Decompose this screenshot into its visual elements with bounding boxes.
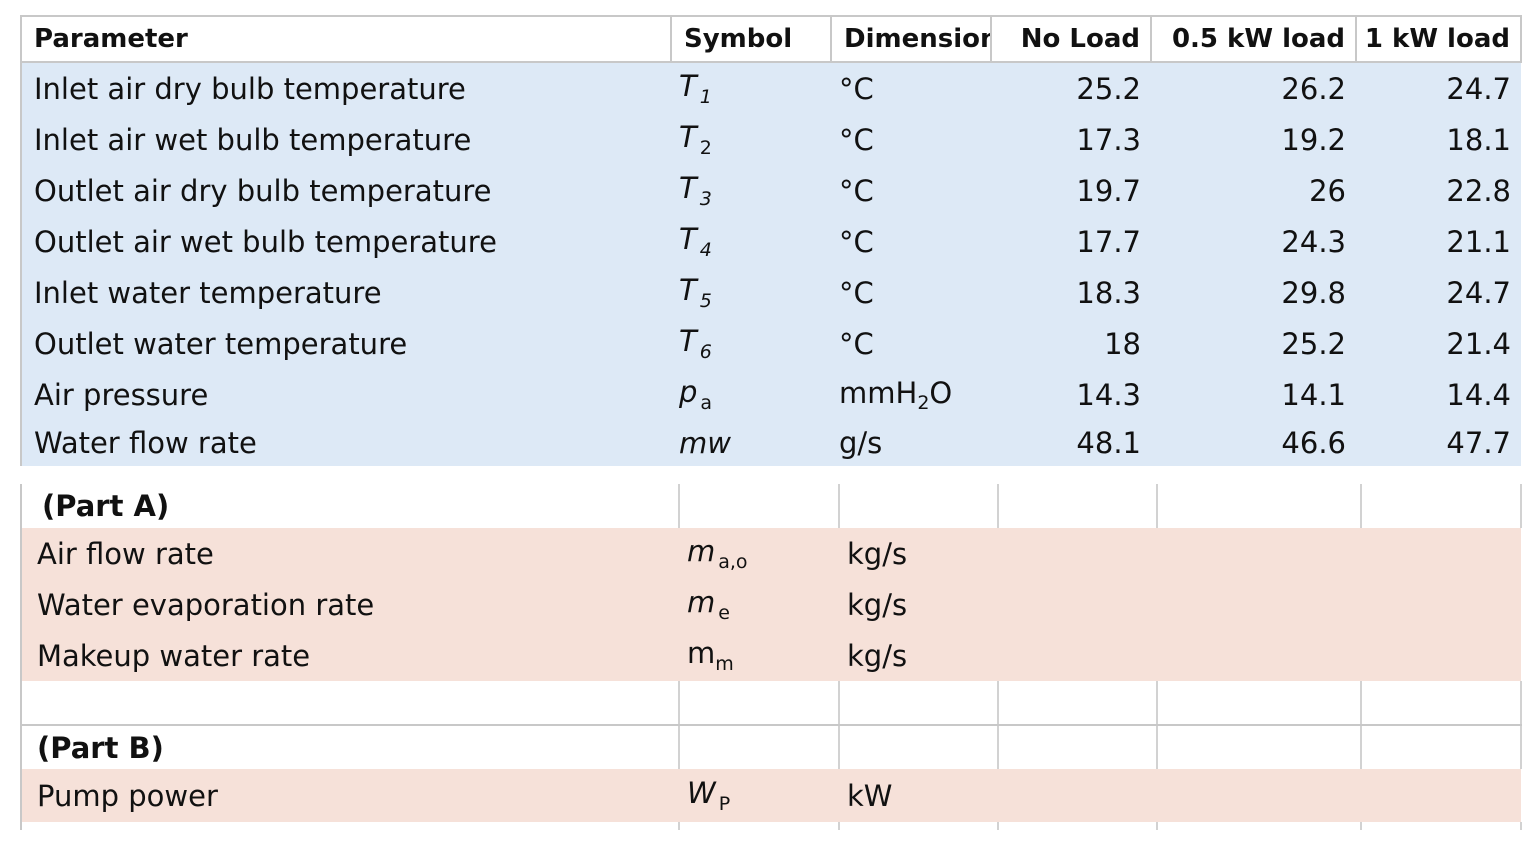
half-kw-cell: 25.2 <box>1151 318 1356 369</box>
one-kw-cell: 14.4 <box>1356 369 1521 420</box>
half-kw-cell: 24.3 <box>1151 216 1356 267</box>
dimension-cell: °C <box>831 267 991 318</box>
trailing-row <box>21 822 1522 830</box>
dimension-cell: °C <box>831 62 991 114</box>
parameter-cell: Air flow rate <box>21 528 679 579</box>
half-kw-cell: 14.1 <box>1151 369 1356 420</box>
dimension-cell: kW <box>839 769 998 822</box>
table-row: Makeup water rate mm kg/s <box>21 630 1521 681</box>
parameter-cell: Water evaporation rate <box>21 579 679 630</box>
one-kw-cell: 21.4 <box>1356 318 1521 369</box>
header-half-kw-load: 0.5 kW load <box>1151 16 1357 63</box>
dimension-cell: °C <box>831 114 991 165</box>
table-row: Water flow rate mw g/s 48.1 46.6 47.7 <box>21 420 1521 466</box>
header-row: Parameter Symbol Dimension No Load 0.5 k… <box>21 16 1522 63</box>
no-load-cell: 19.7 <box>991 165 1151 216</box>
header-dimension: Dimension <box>831 16 992 63</box>
parameter-cell: Pump power <box>21 769 679 822</box>
parameter-cell: Outlet air wet bulb temperature <box>21 216 671 267</box>
no-load-cell: 17.3 <box>991 114 1151 165</box>
symbol-cell: m a,o <box>679 528 839 579</box>
one-kw-cell: 24.7 <box>1356 62 1521 114</box>
dimension-cell: °C <box>831 165 991 216</box>
dimension-cell: mmH2O <box>831 369 991 420</box>
dimension-cell: °C <box>831 216 991 267</box>
no-load-cell: 25.2 <box>991 62 1151 114</box>
one-kw-cell: 47.7 <box>1356 420 1521 466</box>
part-a-row: (Part A) <box>21 484 1522 528</box>
dimension-cell: kg/s <box>839 528 998 579</box>
half-kw-cell: 46.6 <box>1151 420 1356 466</box>
dimension-cell: kg/s <box>839 579 998 630</box>
header-symbol: Symbol <box>671 16 832 63</box>
one-kw-cell: 18.1 <box>1356 114 1521 165</box>
no-load-cell: 17.7 <box>991 216 1151 267</box>
half-kw-cell: 29.8 <box>1151 267 1356 318</box>
header-no-load: No Load <box>991 16 1152 63</box>
half-kw-cell: 19.2 <box>1151 114 1356 165</box>
results-table: (Part A) Air flow rate m a,o kg/s Water e… <box>20 484 1522 830</box>
header-parameter: Parameter <box>21 16 672 63</box>
header-one-kw-load: 1 kW load <box>1356 16 1522 63</box>
parameter-cell: Air pressure <box>21 369 671 420</box>
half-kw-cell: 26.2 <box>1151 62 1356 114</box>
table-row: Air flow rate m a,o kg/s <box>21 528 1521 579</box>
dimension-cell: kg/s <box>839 630 998 681</box>
one-kw-cell: 24.7 <box>1356 267 1521 318</box>
spacer-row <box>21 681 1522 726</box>
part-b-label: (Part B) <box>21 725 680 769</box>
one-kw-cell: 22.8 <box>1356 165 1521 216</box>
measurement-table: Parameter Symbol Dimension No Load 0.5 k… <box>20 15 1522 466</box>
dimension-cell: g/s <box>831 420 991 466</box>
half-kw-cell: 26 <box>1151 165 1356 216</box>
symbol-cell: mw <box>671 420 831 466</box>
no-load-cell: 18.3 <box>991 267 1151 318</box>
parameter-cell: Inlet water temperature <box>21 267 671 318</box>
part-a-label: (Part A) <box>21 484 680 528</box>
no-load-cell: 48.1 <box>991 420 1151 466</box>
parameter-cell: Makeup water rate <box>21 630 679 681</box>
symbol-cell: mm <box>679 630 839 681</box>
parameter-cell: Water flow rate <box>21 420 671 466</box>
no-load-cell: 14.3 <box>991 369 1151 420</box>
no-load-cell: 18 <box>991 318 1151 369</box>
dimension-cell: °C <box>831 318 991 369</box>
parameter-cell: Inlet air wet bulb temperature <box>21 114 671 165</box>
parameter-cell: Outlet air dry bulb temperature <box>21 165 671 216</box>
parameter-cell: Inlet air dry bulb temperature <box>21 62 671 114</box>
part-b-row: (Part B) <box>21 725 1522 769</box>
one-kw-cell: 21.1 <box>1356 216 1521 267</box>
parameter-cell: Outlet water temperature <box>21 318 671 369</box>
